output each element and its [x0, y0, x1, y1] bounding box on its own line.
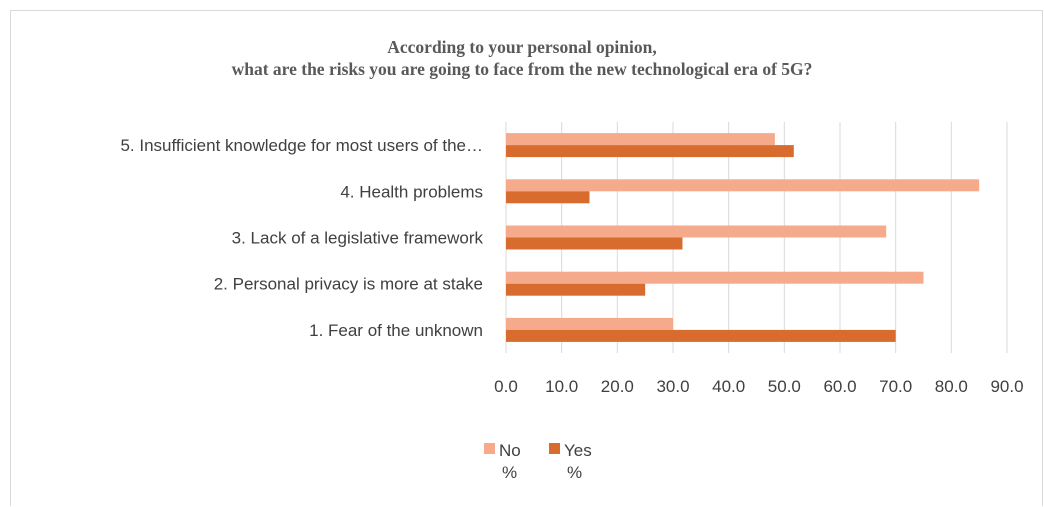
bar-no: [506, 225, 887, 238]
legend-label-no: No%: [499, 441, 521, 482]
x-tick-label: 30.0: [656, 377, 689, 396]
x-tick-label: 70.0: [879, 377, 912, 396]
bar-no: [506, 271, 924, 284]
legend-item-yes: Yes%: [549, 440, 609, 484]
legend-item-no: No%: [484, 440, 544, 484]
bar-yes: [506, 191, 590, 204]
x-tick-label: 10.0: [545, 377, 578, 396]
category-label: 1. Fear of the unknown: [309, 321, 483, 340]
chart-title-line1: According to your personal opinion,: [387, 37, 657, 57]
legend-swatch-yes: [549, 443, 560, 455]
x-tick-label: 60.0: [823, 377, 856, 396]
chart-title: According to your personal opinion, what…: [0, 36, 1044, 80]
x-tick-label: 80.0: [935, 377, 968, 396]
category-label: 4. Health problems: [340, 182, 483, 201]
bar-no: [506, 179, 980, 192]
legend-swatch-no: [484, 443, 495, 455]
x-tick-label: 0.0: [494, 377, 518, 396]
x-tick-label: 40.0: [712, 377, 745, 396]
x-tick-label: 20.0: [601, 377, 634, 396]
category-label: 3. Lack of a legislative framework: [232, 229, 484, 248]
bar-yes: [506, 283, 646, 296]
category-label: 5. Insufficient knowledge for most users…: [120, 136, 483, 155]
bar-no: [506, 317, 673, 330]
bar-yes: [506, 329, 896, 342]
legend-label-yes: Yes%: [564, 441, 592, 482]
x-tick-label: 50.0: [768, 377, 801, 396]
bar-yes: [506, 237, 683, 250]
chart-title-line2: what are the risks you are going to face…: [231, 59, 813, 79]
chart-frame: [10, 10, 1043, 506]
bar-yes: [506, 145, 794, 158]
bar-no: [506, 133, 775, 146]
category-label: 2. Personal privacy is more at stake: [214, 275, 483, 294]
x-tick-label: 90.0: [990, 377, 1023, 396]
